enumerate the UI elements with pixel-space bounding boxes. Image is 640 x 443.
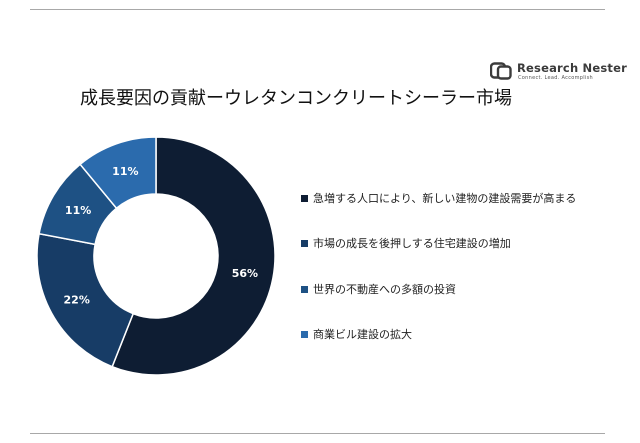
legend-swatch-3 [301,286,308,293]
legend-swatch-1 [301,195,308,202]
legend-label-2: 市場の成長を後押しする住宅建設の増加 [313,237,511,250]
slice-value-label-2: 22% [64,294,90,307]
legend-swatch-2 [301,240,308,247]
slice-value-label-3: 11% [65,204,91,217]
slice-value-label-4: 11% [112,165,138,178]
legend-label-4: 商業ビル建設の拡大 [313,328,412,341]
legend-swatch-4 [301,331,308,338]
top-divider [30,9,605,10]
logo-tagline: Connect. Lead. Accomplish [518,75,594,81]
research-nester-logo: Research Nester Connect. Lead. Accomplis… [490,60,627,84]
chart-title: 成長要因の貢献ーウレタンコンクリートシーラー市場 [80,88,512,109]
slice-value-label-1: 56% [232,267,258,280]
legend-label-3: 世界の不動産への多額の投資 [313,283,456,296]
research-nester-logo-icon [490,62,512,80]
donut-chart: 56% 22% 11% 11% [36,136,276,376]
legend-label-1: 急増する人口により、新しい建物の建設需要が高まる [313,192,577,205]
donut-slice-1 [111,136,276,376]
bottom-divider [30,433,605,434]
donut-slice-2 [36,232,135,368]
donut-slice-4 [79,136,157,210]
logo-name: Research Nester [517,61,627,75]
